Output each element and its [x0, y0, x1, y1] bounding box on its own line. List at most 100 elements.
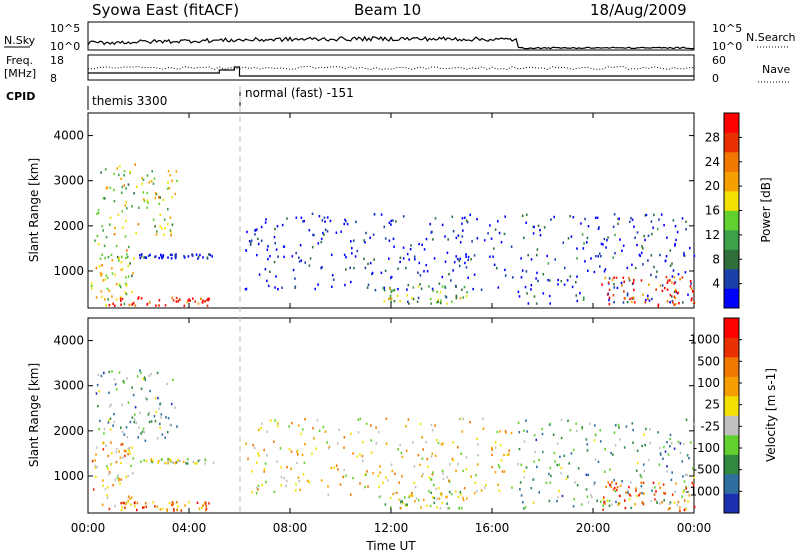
data-cell: [107, 298, 109, 301]
data-cell: [414, 500, 416, 503]
data-cell: [603, 501, 605, 504]
data-cell: [337, 468, 339, 471]
data-cell: [156, 230, 158, 233]
data-cell: [547, 278, 549, 282]
data-cell: [127, 453, 129, 456]
data-cell: [548, 472, 550, 476]
data-cell: [194, 300, 196, 303]
data-cell: [205, 505, 207, 508]
data-cell: [576, 257, 578, 260]
data-cell: [109, 428, 112, 431]
data-cell: [393, 300, 396, 303]
data-cell: [677, 291, 680, 295]
data-cell: [560, 280, 563, 283]
data-cell: [157, 459, 160, 463]
data-cell: [639, 492, 641, 495]
data-cell: [489, 224, 491, 227]
x-tick-label: 16:00: [475, 521, 510, 535]
data-cell: [148, 374, 150, 377]
data-cell: [565, 477, 568, 480]
data-cell: [175, 296, 178, 300]
data-cell: [379, 495, 382, 498]
x-tick-label: 12:00: [374, 521, 409, 535]
colorbar-tick-label: -100: [693, 441, 720, 455]
data-cell: [666, 300, 669, 303]
data-cell: [455, 255, 457, 258]
data-cell: [569, 275, 572, 278]
colorbar-swatch: [724, 474, 739, 494]
data-cell: [576, 484, 579, 487]
data-cell: [356, 455, 359, 458]
data-cell: [631, 218, 634, 221]
data-cell: [106, 496, 109, 500]
data-cell: [174, 461, 177, 464]
data-cell: [130, 464, 132, 468]
data-cell: [690, 282, 692, 285]
data-cell: [623, 290, 625, 293]
data-cell: [107, 421, 110, 424]
data-cell: [132, 272, 134, 275]
data-cell: [636, 231, 639, 234]
data-cell: [470, 258, 472, 261]
data-cell: [674, 281, 677, 284]
data-cell: [170, 257, 173, 260]
data-cell: [114, 383, 117, 386]
data-cell: [557, 278, 559, 282]
data-cell: [434, 454, 437, 457]
data-cell: [145, 256, 148, 259]
data-cell: [628, 498, 631, 501]
data-cell: [103, 244, 106, 247]
data-cell: [523, 507, 525, 510]
data-cell: [266, 248, 269, 251]
data-cell: [113, 172, 115, 176]
colorbar-swatch: [724, 132, 739, 153]
data-cell: [626, 292, 629, 295]
data-cell: [665, 255, 668, 258]
data-cell: [679, 506, 681, 509]
data-cell: [119, 482, 121, 485]
data-cell: [97, 373, 100, 377]
data-cell: [156, 505, 159, 508]
freq-label-line1: Freq.: [6, 54, 33, 67]
data-cell: [162, 198, 165, 202]
data-cell: [161, 458, 163, 461]
data-cell: [383, 286, 385, 289]
data-cell: [127, 499, 129, 503]
data-cell: [460, 452, 462, 455]
data-cell: [281, 223, 284, 227]
data-cell: [107, 255, 110, 259]
data-cell: [525, 213, 528, 216]
data-cell: [154, 196, 157, 200]
data-cell: [656, 501, 658, 504]
data-cell: [343, 253, 346, 257]
y-tick-label: 2000: [53, 219, 84, 233]
data-cell: [553, 451, 556, 455]
data-cell: [120, 261, 123, 264]
data-cell: [159, 403, 161, 406]
data-cell: [623, 280, 625, 283]
data-cell: [120, 478, 122, 481]
colorbar-swatch: [724, 249, 739, 270]
data-cell: [206, 304, 209, 307]
data-cell: [645, 298, 647, 302]
freq-panel: Freq. [MHz] 18 8 60 0 Nave: [4, 54, 790, 85]
data-cell: [137, 223, 140, 226]
data-cell: [103, 427, 106, 431]
data-cell: [297, 476, 300, 479]
colorbar-swatch: [724, 269, 739, 289]
data-cell: [634, 301, 636, 304]
data-cell: [413, 465, 416, 468]
data-cell: [257, 488, 259, 491]
data-cell: [536, 271, 538, 275]
data-cell: [608, 499, 611, 503]
data-cell: [155, 304, 157, 307]
data-cell: [258, 428, 260, 432]
data-cell: [521, 269, 524, 272]
data-cell: [417, 296, 420, 300]
data-cell: [163, 233, 166, 236]
data-cell: [95, 392, 98, 395]
data-cell: [458, 506, 460, 510]
data-cell: [510, 245, 513, 248]
data-cell: [609, 468, 611, 471]
cpid-panel: CPID themis 3300 normal (fast) -151: [6, 86, 354, 110]
